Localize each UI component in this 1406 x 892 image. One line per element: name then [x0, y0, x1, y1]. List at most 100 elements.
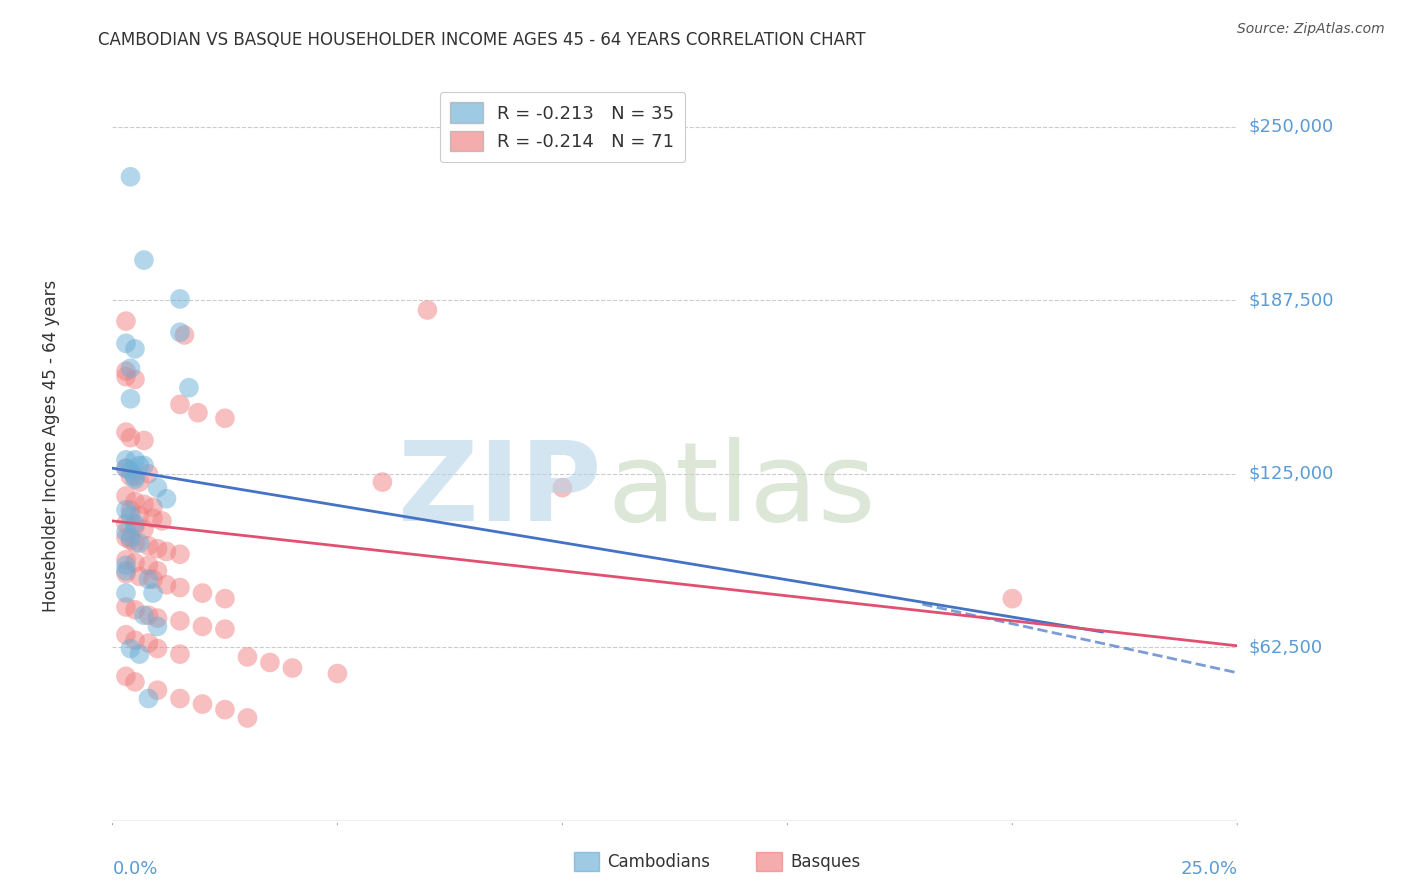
Point	[138, 558, 160, 573]
Point	[115, 669, 138, 683]
Point	[128, 647, 150, 661]
Point	[169, 397, 191, 411]
Point	[115, 599, 138, 614]
Text: 0.0%: 0.0%	[112, 860, 157, 878]
Point	[236, 649, 259, 664]
Point	[120, 641, 142, 656]
Point	[138, 467, 160, 481]
Point	[124, 342, 146, 356]
Point	[191, 586, 214, 600]
Point	[115, 364, 138, 378]
Point	[138, 691, 160, 706]
Point	[1001, 591, 1024, 606]
Point	[128, 536, 150, 550]
Point	[115, 566, 138, 581]
Text: $187,500: $187,500	[1249, 292, 1334, 310]
Point	[169, 325, 191, 339]
Point	[551, 481, 574, 495]
Point	[146, 481, 169, 495]
Point	[115, 516, 138, 531]
Point	[115, 564, 138, 578]
Point	[142, 572, 165, 586]
Point	[120, 533, 142, 548]
Text: $250,000: $250,000	[1249, 118, 1334, 136]
Point	[115, 369, 138, 384]
Point	[120, 169, 142, 184]
Point	[146, 611, 169, 625]
Point	[132, 434, 155, 448]
Point	[191, 697, 214, 711]
Point	[115, 531, 138, 545]
Point	[128, 569, 150, 583]
Text: CAMBODIAN VS BASQUE HOUSEHOLDER INCOME AGES 45 - 64 YEARS CORRELATION CHART: CAMBODIAN VS BASQUE HOUSEHOLDER INCOME A…	[98, 31, 866, 49]
Point	[259, 656, 281, 670]
Point	[132, 458, 155, 473]
Point	[124, 603, 146, 617]
Point	[146, 619, 169, 633]
Point	[169, 292, 191, 306]
Text: Basques: Basques	[790, 853, 860, 871]
Point	[146, 564, 169, 578]
Point	[115, 558, 138, 573]
Point	[115, 461, 138, 475]
Point	[132, 608, 155, 623]
Point	[120, 361, 142, 376]
Point	[169, 691, 191, 706]
Text: $62,500: $62,500	[1249, 638, 1323, 657]
Point	[115, 314, 138, 328]
Point	[124, 674, 146, 689]
Point	[173, 328, 195, 343]
Point	[155, 544, 177, 558]
Point	[120, 531, 142, 545]
Point	[128, 508, 150, 523]
Point	[146, 541, 169, 556]
Point	[120, 464, 142, 478]
Text: Source: ZipAtlas.com: Source: ZipAtlas.com	[1237, 22, 1385, 37]
Point	[142, 586, 165, 600]
Point	[214, 703, 236, 717]
Point	[120, 469, 142, 483]
Point	[128, 475, 150, 489]
Point	[138, 539, 160, 553]
Point	[416, 303, 439, 318]
Point	[146, 641, 169, 656]
Text: ZIP: ZIP	[398, 437, 602, 544]
Point	[115, 336, 138, 351]
Point	[326, 666, 349, 681]
Point	[142, 500, 165, 514]
Point	[155, 491, 177, 506]
Point	[124, 519, 146, 533]
Point	[115, 461, 138, 475]
Text: Householder Income Ages 45 - 64 years: Householder Income Ages 45 - 64 years	[42, 280, 59, 612]
Point	[120, 392, 142, 406]
Text: atlas: atlas	[607, 437, 876, 544]
Point	[115, 524, 138, 539]
Point	[169, 581, 191, 595]
Point	[124, 516, 146, 531]
Point	[124, 494, 146, 508]
Point	[150, 514, 173, 528]
Point	[142, 511, 165, 525]
Legend: R = -0.213   N = 35, R = -0.214   N = 71: R = -0.213 N = 35, R = -0.214 N = 71	[440, 92, 685, 162]
Point	[187, 406, 209, 420]
Point	[120, 508, 142, 523]
Point	[120, 503, 142, 517]
Point	[115, 553, 138, 567]
Point	[132, 497, 155, 511]
Point	[138, 636, 160, 650]
Point	[115, 425, 138, 439]
Point	[214, 591, 236, 606]
Point	[128, 458, 150, 473]
Text: $125,000: $125,000	[1249, 465, 1334, 483]
Point	[138, 608, 160, 623]
Text: 25.0%: 25.0%	[1180, 860, 1237, 878]
Point	[146, 683, 169, 698]
Point	[214, 411, 236, 425]
Point	[371, 475, 394, 489]
Point	[115, 489, 138, 503]
Point	[169, 547, 191, 561]
Point	[169, 614, 191, 628]
Point	[177, 381, 200, 395]
Point	[124, 556, 146, 570]
Point	[155, 578, 177, 592]
